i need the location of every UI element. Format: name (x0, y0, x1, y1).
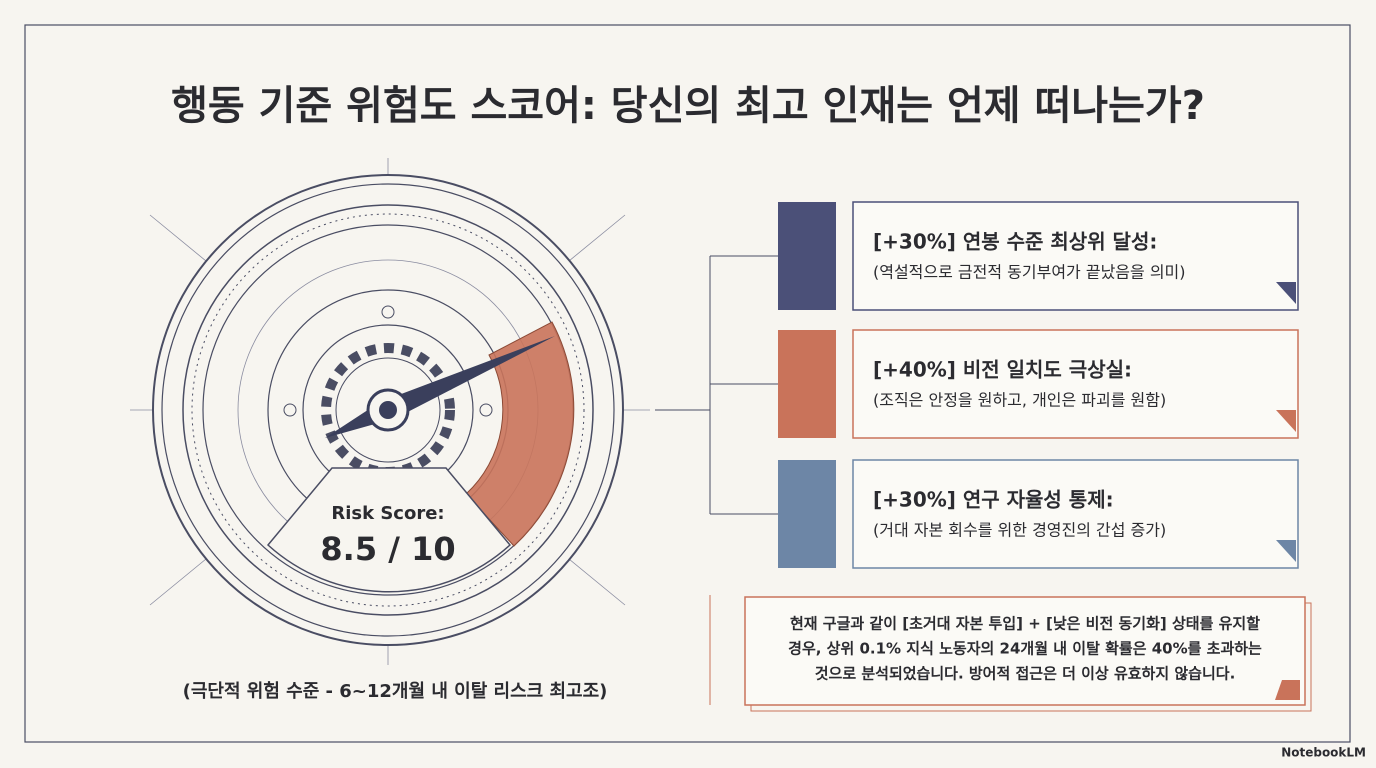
card-swatch (778, 460, 836, 568)
card-heading: [+30%] 연봉 수준 최상위 달성: (873, 230, 1157, 254)
needle-hub (379, 401, 397, 419)
gear-hub (335, 357, 441, 463)
connectors (655, 255, 778, 515)
card-swatch (778, 330, 836, 438)
gauge-score: 8.5 / 10 (320, 530, 455, 568)
card-box (852, 329, 1299, 439)
risk-zone (465, 321, 575, 547)
bolt (381, 305, 395, 319)
card-heading: [+40%] 비전 일치도 극상실: (873, 358, 1132, 382)
factor-card: [+30%] 연구 자율성 통제: (거대 자본 회수를 위한 경영진의 간섭 … (778, 459, 1299, 569)
gauge-caption: (극단적 위험 수준 - 6~12개월 내 이탈 리스크 최고조) (183, 680, 608, 702)
bolt (479, 403, 493, 417)
card-box (852, 459, 1299, 569)
frame (24, 24, 1351, 743)
summary-line: 것으로 분석되었습니다. 방어적 접근은 더 이상 유효하지 않습니다. (815, 665, 1236, 683)
card-note: (조직은 안정을 원하고, 개인은 파괴를 원함) (873, 391, 1166, 410)
tick-ring (191, 213, 585, 607)
ring (161, 183, 615, 637)
card-corner (1276, 540, 1296, 562)
card-heading: [+30%] 연구 자율성 통제: (873, 488, 1114, 512)
factor-card: [+30%] 연봉 수준 최상위 달성: (역설적으로 금전적 동기부여가 끝났… (778, 201, 1299, 311)
ring (182, 204, 594, 616)
card-corner (1276, 410, 1296, 432)
gauge-label: Risk Score: (331, 503, 444, 524)
title: 행동 기준 위험도 스코어: 당신의 최고 인재는 언제 떠나는가? (171, 83, 1205, 129)
summary-box (744, 596, 1306, 706)
card-box (852, 201, 1299, 311)
summary-corner (1275, 680, 1300, 700)
bolt (283, 403, 297, 417)
footer: NotebookLM (1281, 746, 1366, 760)
score-window (266, 467, 512, 593)
card-swatch (778, 202, 836, 310)
summary-line: 현재 구글과 같이 [초거대 자본 투입] + [낮은 비전 동기화] 상태를 … (790, 615, 1260, 633)
card-corner (1276, 282, 1296, 304)
factor-card: [+40%] 비전 일치도 극상실: (조직은 안정을 원하고, 개인은 파괴를… (778, 329, 1299, 439)
card-note: (역설적으로 금전적 동기부여가 끝났음을 의미) (873, 263, 1186, 282)
gauge: Risk Score: 8.5 / 10 (130, 158, 650, 665)
card-note: (거대 자본 회수를 위한 경영진의 간섭 증가) (873, 521, 1166, 540)
summary-line: 경우, 상위 0.1% 지식 노동자의 24개월 내 이탈 확률은 40%를 초… (788, 640, 1262, 658)
